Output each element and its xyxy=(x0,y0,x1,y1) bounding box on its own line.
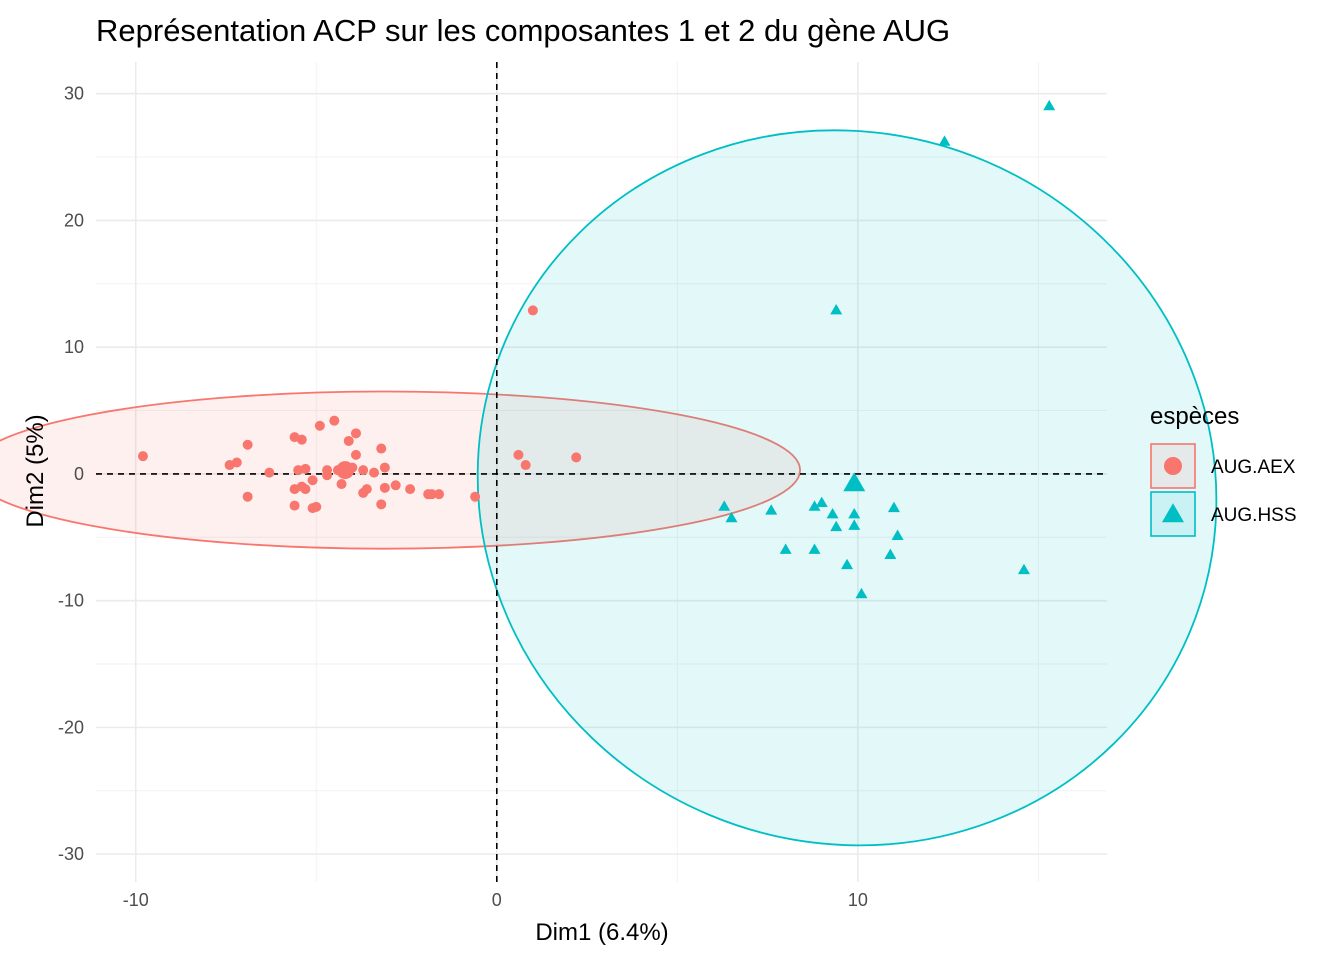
point-series-2 xyxy=(887,501,900,513)
point-series-1 xyxy=(242,491,253,502)
centroid-series-1 xyxy=(336,461,355,480)
point-series-1 xyxy=(350,449,361,460)
y-tick-label: 0 xyxy=(74,464,84,484)
centroid-series-2 xyxy=(843,472,866,492)
ellipse-1 xyxy=(0,390,801,550)
point-series-1 xyxy=(390,480,401,491)
point-series-1 xyxy=(296,434,307,445)
point-series-1 xyxy=(527,305,538,316)
legend-label-1: AUG.AEX xyxy=(1211,457,1296,478)
point-series-2 xyxy=(779,543,792,554)
point-series-2 xyxy=(891,529,904,540)
point-series-2 xyxy=(938,135,951,146)
point-series-1 xyxy=(376,499,387,510)
point-series-2 xyxy=(815,496,828,507)
data-points xyxy=(137,99,1056,599)
point-series-1 xyxy=(322,470,333,481)
point-series-1 xyxy=(224,460,235,471)
point-series-2 xyxy=(826,508,839,519)
point-series-1 xyxy=(520,460,531,471)
y-tick-label: -10 xyxy=(58,591,84,611)
point-series-1 xyxy=(405,484,416,495)
x-tick-label: 10 xyxy=(848,890,868,910)
x-axis-title: Dim1 (6.4%) xyxy=(535,919,668,946)
point-series-1 xyxy=(358,465,369,476)
chart-title: Représentation ACP sur les composantes 1… xyxy=(96,13,950,48)
y-tick-label: 10 xyxy=(64,337,84,357)
legend-label-2: AUG.HSS xyxy=(1211,505,1297,526)
legend-title: espèces xyxy=(1150,403,1239,430)
y-tick-label: 20 xyxy=(64,210,84,230)
point-series-1 xyxy=(329,415,340,426)
y-tick-label: -20 xyxy=(58,717,84,737)
legend-marker-2 xyxy=(1162,503,1184,523)
legend-marker-1 xyxy=(1164,457,1182,475)
point-series-1 xyxy=(376,443,387,454)
y-tick-label: 30 xyxy=(64,84,84,104)
point-series-1 xyxy=(343,435,354,446)
point-series-1 xyxy=(361,484,372,495)
point-series-1 xyxy=(336,479,347,490)
point-series-1 xyxy=(369,467,380,478)
point-series-2 xyxy=(725,511,738,523)
point-series-1 xyxy=(307,503,318,514)
point-series-2 xyxy=(830,520,843,532)
point-series-1 xyxy=(470,491,481,502)
point-series-1 xyxy=(513,449,524,460)
point-series-2 xyxy=(808,543,821,554)
point-series-2 xyxy=(848,508,861,519)
point-series-1 xyxy=(289,500,300,511)
point-series-1 xyxy=(300,484,311,495)
point-series-1 xyxy=(571,452,582,463)
point-series-1 xyxy=(314,420,325,431)
point-series-2 xyxy=(1017,563,1030,575)
point-series-1 xyxy=(379,482,390,493)
point-series-1 xyxy=(264,467,275,478)
tick-labels: -10 0 10 -30 -20 -10 0 10 20 30 xyxy=(58,84,868,910)
point-series-1 xyxy=(137,451,148,462)
point-series-2 xyxy=(884,548,897,559)
point-series-1 xyxy=(379,462,390,473)
point-series-2 xyxy=(808,500,821,511)
point-series-2 xyxy=(1043,99,1056,111)
point-series-2 xyxy=(841,558,854,570)
point-series-2 xyxy=(830,303,843,315)
y-tick-label: -30 xyxy=(58,844,84,864)
point-series-1 xyxy=(307,475,318,486)
legend: espèces AUG.AEX AUG.HSS xyxy=(1150,403,1297,537)
point-series-2 xyxy=(765,504,778,515)
x-tick-label: 0 xyxy=(492,890,502,910)
point-series-1 xyxy=(426,489,437,500)
point-series-1 xyxy=(350,428,361,439)
point-series-2 xyxy=(718,500,731,511)
point-series-2 xyxy=(848,519,861,530)
point-series-1 xyxy=(242,439,253,450)
point-series-1 xyxy=(300,463,311,474)
point-series-2 xyxy=(855,587,868,599)
x-tick-label: -10 xyxy=(123,890,149,910)
point-series-1 xyxy=(434,489,445,500)
y-axis-title: Dim2 (5%) xyxy=(22,414,49,527)
